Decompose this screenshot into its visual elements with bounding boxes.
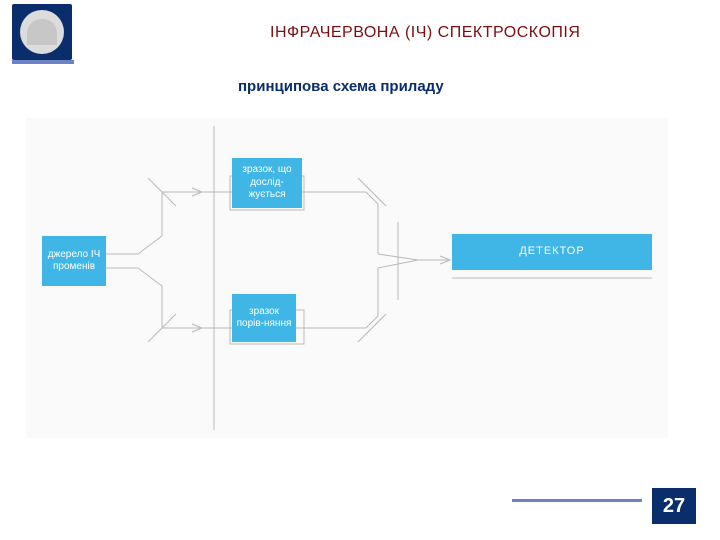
top-rule <box>12 60 74 64</box>
label-detector: ДЕТЕКТОР <box>452 234 652 270</box>
label-reference: зразок порів-няння <box>232 294 296 342</box>
page-title: ІНФРАЧЕРВОНА (ІЧ) СПЕКТРОСКОПІЯ <box>270 24 580 42</box>
page-number: 27 <box>652 488 696 524</box>
instrument-diagram: джерело ІЧ променів зразок, що дослід-жу… <box>26 118 668 438</box>
label-source: джерело ІЧ променів <box>42 236 106 286</box>
diagram-svg <box>26 118 668 438</box>
label-sample: зразок, що дослід-жується <box>232 158 302 208</box>
logo-building-icon <box>27 19 57 45</box>
logo-block <box>12 4 72 60</box>
bottom-rule <box>512 499 642 502</box>
page-subtitle: принципова схема приладу <box>238 78 444 95</box>
logo-circle <box>20 10 64 54</box>
